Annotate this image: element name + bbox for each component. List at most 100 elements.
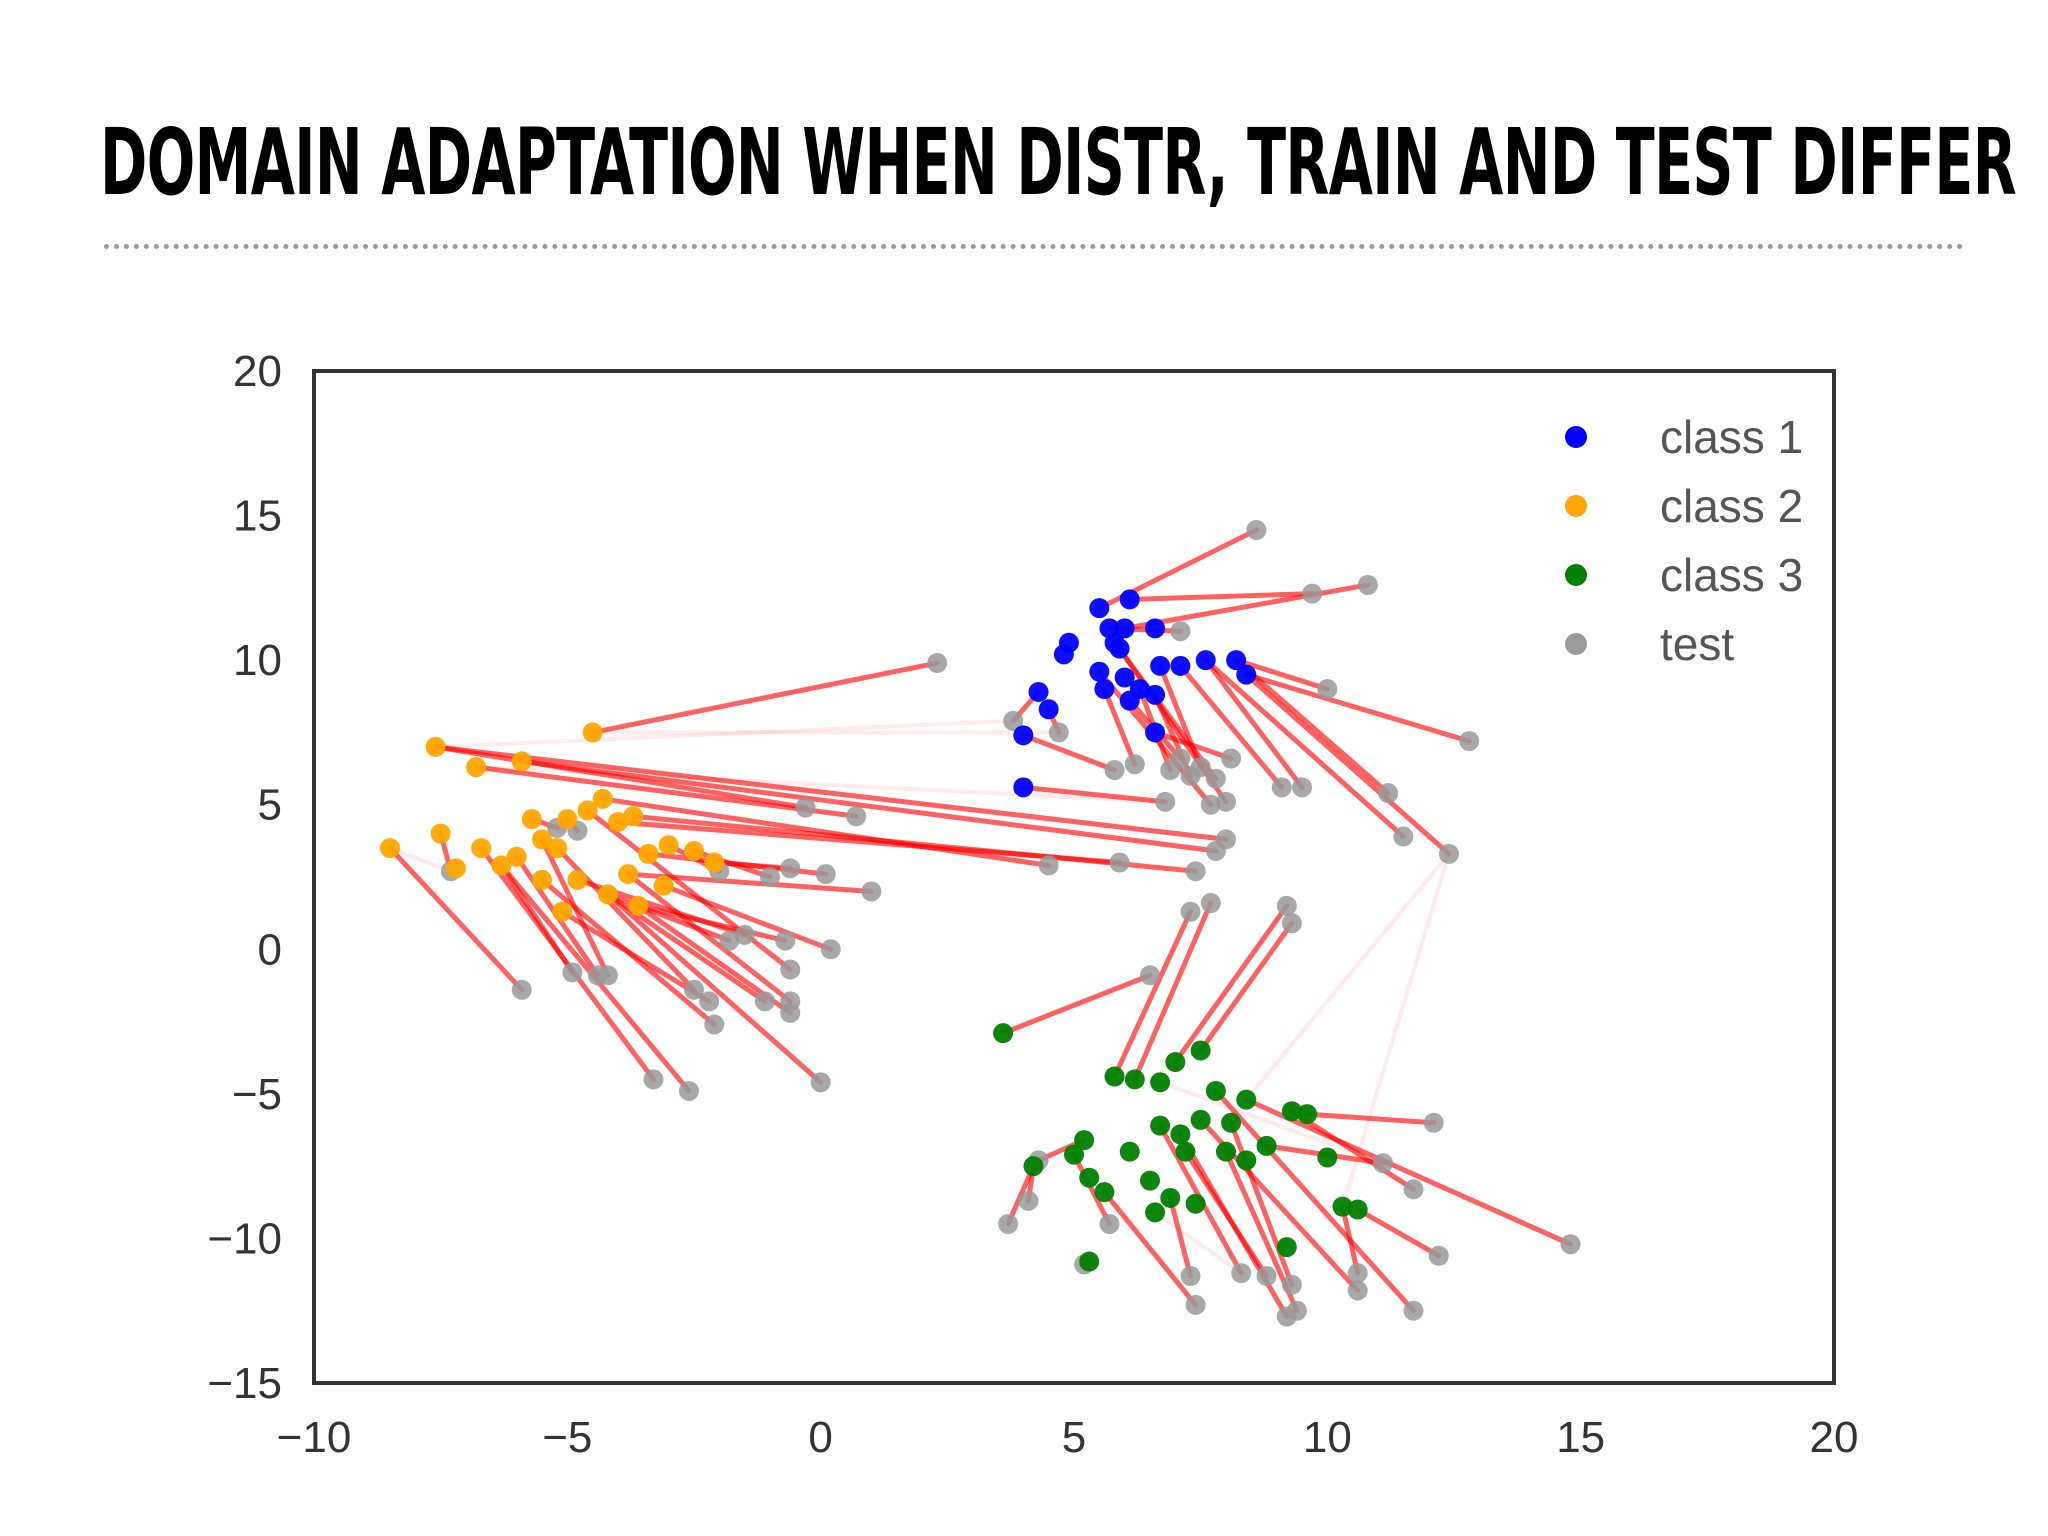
point-test xyxy=(1403,1300,1424,1321)
y-tick-label: −5 xyxy=(232,1070,282,1119)
point-class-2 xyxy=(532,829,552,850)
connection-line xyxy=(1213,1088,1416,1314)
point-test xyxy=(1347,1280,1368,1301)
connection-line xyxy=(661,883,834,952)
connection-line xyxy=(1233,657,1391,796)
point-test xyxy=(1180,1266,1201,1287)
connection-line xyxy=(605,891,824,1085)
point-class-3 xyxy=(1170,1124,1191,1145)
point-test xyxy=(1276,1306,1297,1327)
point-class-1 xyxy=(1145,684,1166,705)
point-class-2 xyxy=(608,812,628,833)
point-test xyxy=(1185,861,1206,882)
connection-line xyxy=(1228,1120,1295,1288)
connection-line xyxy=(433,744,1229,842)
x-tick-label: 0 xyxy=(808,1413,832,1462)
point-class-3 xyxy=(1079,1251,1100,1272)
x-tick-label: −5 xyxy=(542,1413,592,1462)
point-class-1 xyxy=(1013,777,1034,798)
connection-line xyxy=(519,758,1219,854)
point-class-1 xyxy=(1145,618,1166,639)
data-points xyxy=(380,520,1581,1327)
point-test xyxy=(684,979,704,1000)
point-test xyxy=(780,1002,801,1023)
point-test xyxy=(699,991,720,1012)
point-test xyxy=(1231,1263,1252,1284)
connection-line xyxy=(473,764,859,819)
point-class-3 xyxy=(1023,1156,1044,1177)
connection-line xyxy=(1020,784,1168,805)
point-class-3 xyxy=(993,1023,1014,1044)
connection-line xyxy=(433,744,808,811)
y-axis-ticks: 20 15 10 5 0 −5 −10 −15 xyxy=(207,347,282,1408)
point-class-1 xyxy=(1195,650,1216,671)
point-class-2 xyxy=(638,843,659,864)
point-test xyxy=(760,867,780,887)
connection-line xyxy=(1355,1207,1442,1259)
point-test xyxy=(597,965,618,986)
x-axis-ticks: −10 −5 0 5 10 15 20 xyxy=(277,1413,1859,1462)
point-test xyxy=(1403,1179,1424,1200)
point-class-3 xyxy=(1094,1182,1115,1203)
point-test xyxy=(1216,829,1236,850)
point-test xyxy=(1190,757,1211,778)
point-test xyxy=(1347,1263,1368,1284)
point-test xyxy=(678,1080,699,1101)
point-class-2 xyxy=(684,840,704,861)
point-class-2 xyxy=(547,838,568,859)
point-test xyxy=(1281,913,1302,934)
point-test xyxy=(780,858,801,879)
point-test xyxy=(562,962,583,983)
faint-connection-line xyxy=(388,846,453,874)
connection-line xyxy=(1122,582,1371,631)
point-test xyxy=(1124,754,1145,775)
point-class-2 xyxy=(532,869,552,890)
connection-line xyxy=(1000,972,1153,1036)
point-test xyxy=(1378,783,1399,804)
x-tick-label: 10 xyxy=(1303,1413,1352,1462)
y-tick-label: 0 xyxy=(258,925,282,974)
slide-title: DOMAIN ADAPTATION WHEN DISTR, TRAIN AND … xyxy=(100,109,2017,216)
point-class-1 xyxy=(1089,661,1110,682)
point-class-3 xyxy=(1160,1187,1181,1208)
connection-line xyxy=(1198,920,1295,1053)
point-class-3 xyxy=(1119,1141,1140,1162)
point-class-2 xyxy=(623,806,644,827)
faint-connection-line xyxy=(1244,851,1451,1102)
legend-label: class 1 xyxy=(1660,411,1803,463)
point-class-2 xyxy=(658,835,679,856)
point-test xyxy=(1256,1266,1277,1287)
plot-area xyxy=(314,371,1834,1383)
point-class-1 xyxy=(1119,589,1140,610)
point-test xyxy=(1560,1234,1581,1255)
point-test xyxy=(780,959,801,980)
point-class-3 xyxy=(1221,1112,1242,1133)
point-test xyxy=(1018,1190,1039,1211)
connection-line xyxy=(1020,732,1118,773)
connection-line xyxy=(1101,686,1138,767)
legend-marker-class-3 xyxy=(1565,564,1587,586)
connection-line xyxy=(1233,657,1330,692)
legend-marker-test xyxy=(1565,633,1587,655)
point-test xyxy=(1423,1112,1444,1133)
point-class-1 xyxy=(1028,681,1049,702)
point-class-3 xyxy=(1236,1150,1257,1171)
point-class-2 xyxy=(511,751,532,772)
connection-line xyxy=(1167,1195,1194,1279)
point-class-3 xyxy=(1145,1202,1166,1223)
point-class-2 xyxy=(628,895,649,916)
point-class-2 xyxy=(577,800,598,821)
point-test xyxy=(643,1069,664,1090)
point-test xyxy=(1438,843,1459,864)
connection-line xyxy=(1243,672,1472,744)
point-test xyxy=(1459,731,1480,752)
point-class-3 xyxy=(1317,1147,1338,1168)
point-test xyxy=(998,1213,1019,1234)
y-tick-label: 5 xyxy=(258,781,282,830)
point-test xyxy=(1003,710,1024,731)
legend-marker-class-2 xyxy=(1565,495,1587,517)
x-tick-label: 5 xyxy=(1062,1413,1086,1462)
point-class-2 xyxy=(653,875,674,896)
faint-connection-line xyxy=(1158,1080,1386,1166)
connection-line xyxy=(1071,1152,1112,1227)
